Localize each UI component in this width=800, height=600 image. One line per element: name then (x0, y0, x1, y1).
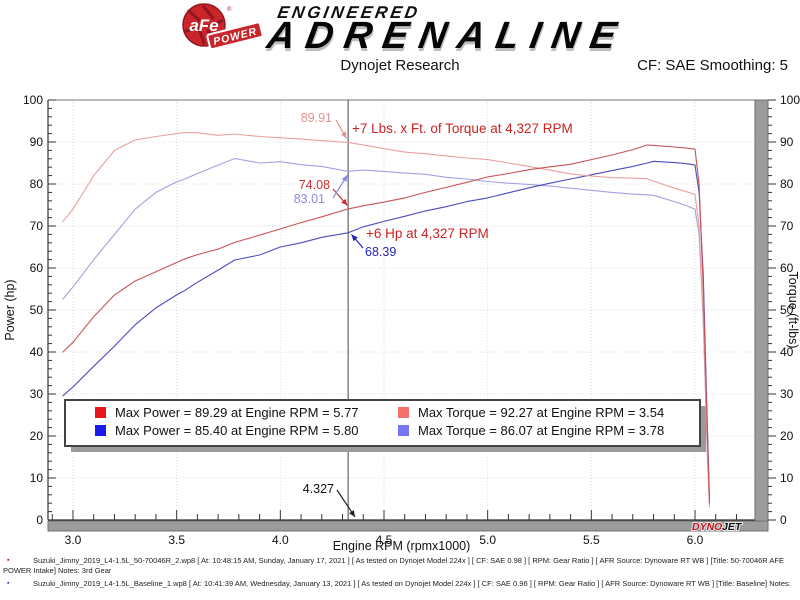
curve-power_baseline (62, 160, 711, 500)
legend-label: Max Torque = 86.07 at Engine RPM = 3.78 (418, 423, 664, 438)
bottom-tick-label: 5.0 (479, 533, 496, 547)
badge-afe-text: aFe (190, 16, 219, 35)
bottom-tick-label: 6.0 (687, 533, 704, 547)
badge-reg-mark: ® (227, 6, 232, 13)
annotation-arrowhead (340, 131, 347, 139)
left-tick-label: 10 (30, 471, 44, 485)
annotation-arrowhead (341, 198, 348, 206)
left-tick-label: 40 (30, 345, 44, 359)
footnote-bullet-blue: ▪ (7, 580, 10, 588)
annotation-arrowhead (341, 175, 348, 182)
right-tick-label: 10 (780, 471, 794, 485)
right-tick-label: 30 (780, 387, 794, 401)
title-bar: Dynojet Research CF: SAE Smoothing: 5 (0, 57, 800, 77)
dynojet-watermark: DYNO JET (691, 520, 744, 534)
run-footnote-intake: ▪ Suzuki_Jimny_2019_L4-1.5L_50-70046R_2.… (0, 556, 796, 576)
cf-smoothing-label: CF: SAE Smoothing: 5 (637, 57, 788, 74)
left-tick-label: 60 (30, 261, 44, 275)
value-power-baseline: 68.39 (365, 245, 396, 259)
legend-label: Max Power = 89.29 at Engine RPM = 5.77 (115, 405, 359, 420)
bottom-axis-bar (47, 520, 769, 532)
right-tick-label: 0 (780, 513, 787, 527)
run-footnotes: ▪ Suzuki_Jimny_2019_L4-1.5L_50-70046R_2.… (0, 556, 796, 592)
cursor-rpm-label: 4.327 (303, 482, 334, 496)
torque-gain-label: +7 Lbs. x Ft. of Torque at 4,327 RPM (352, 121, 573, 136)
left-tick-label: 90 (30, 135, 44, 149)
bottom-tick-label: 5.5 (583, 533, 600, 547)
value-power-intake: 74.08 (299, 178, 330, 192)
bottom-tick-label: 3.5 (168, 533, 185, 547)
header-logo: aFe ® POWER ENGINEERED ADRENALINE (0, 2, 800, 60)
right-tick-label: 60 (780, 261, 794, 275)
value-torque-intake: 89.91 (301, 111, 332, 125)
annotation-arrowhead (349, 510, 355, 517)
right-tick-label: 70 (780, 219, 794, 233)
right-tick-label: 100 (780, 93, 800, 107)
legend-label: Max Power = 85.40 at Engine RPM = 5.80 (115, 423, 359, 438)
right-tick-label: 50 (780, 303, 794, 317)
legend-box (64, 399, 701, 447)
afe-power-badge-icon: aFe ® POWER (182, 3, 265, 51)
chart-title: Dynojet Research (340, 57, 460, 74)
annotation-arrowhead (351, 234, 358, 242)
curve-torque_baseline (62, 157, 711, 508)
left-tick-label: 30 (30, 387, 44, 401)
right-tick-label: 90 (780, 135, 794, 149)
bottom-tick-label: 3.0 (65, 533, 82, 547)
left-tick-label: 50 (30, 303, 44, 317)
brand-adrenaline: ADRENALINE (264, 15, 631, 57)
footnote-text: Suzuki_Jimny_2019_L4-1.5L_Baseline_1.wp8… (33, 579, 791, 589)
dynojet-dyno-text: DYNO (692, 521, 722, 533)
right-axis-bar (754, 99, 769, 532)
run-footnote-baseline: ▪ Suzuki_Jimny_2019_L4-1.5L_Baseline_1.w… (0, 579, 796, 589)
bottom-tick-label: 4.0 (272, 533, 289, 547)
right-axis-title: Torque (ft-lbs) (786, 271, 800, 348)
legend-swatch (398, 425, 409, 436)
left-tick-label: 0 (36, 513, 43, 527)
value-torque-baseline: 83.01 (294, 192, 325, 206)
legend-label: Max Torque = 92.27 at Engine RPM = 3.54 (418, 405, 664, 420)
curve-power_intake (62, 144, 711, 504)
x-axis-title: Engine RPM (rpmx1000) (333, 539, 471, 553)
hp-gain-label: +6 Hp at 4,327 RPM (366, 226, 489, 241)
curve-torque_intake (62, 131, 711, 508)
left-tick-label: 70 (30, 219, 44, 233)
legend-swatch (398, 407, 409, 418)
bottom-tick-label: 4.5 (376, 533, 393, 547)
left-tick-label: 20 (30, 429, 44, 443)
dyno-graph: 0 0 10 10 20 20 30 30 40 40 50 50 60 60 70 70 80 80 90 90 10… (3, 93, 800, 553)
brand-wordmark: ENGINEERED ADRENALINE (264, 3, 633, 57)
left-tick-label: 80 (30, 177, 44, 191)
footnote-text: Suzuki_Jimny_2019_L4-1.5L_50-70046R_2.wp… (3, 556, 784, 576)
legend-swatch (95, 425, 106, 436)
footnote-bullet-red: ▪ (7, 557, 10, 564)
right-tick-label: 20 (780, 429, 794, 443)
legend-swatch (95, 407, 106, 418)
right-tick-label: 40 (780, 345, 794, 359)
left-axis-title: Power (hp) (3, 279, 17, 340)
dynojet-jet-text: JET (722, 521, 743, 533)
right-tick-label: 80 (780, 177, 794, 191)
left-tick-label: 100 (23, 93, 43, 107)
